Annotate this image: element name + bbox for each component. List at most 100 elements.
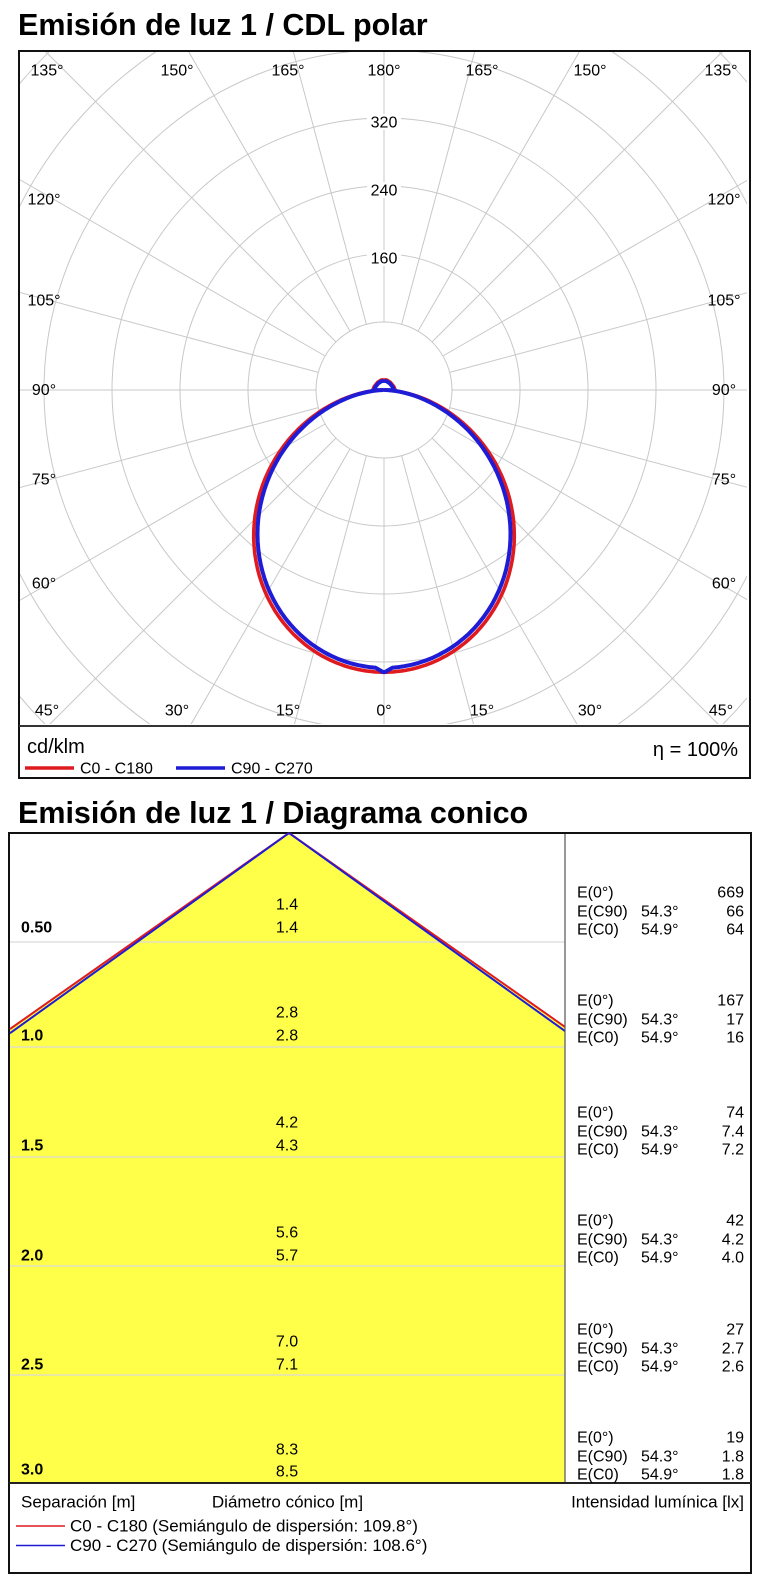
svg-text:η = 100%: η = 100%	[653, 739, 738, 761]
svg-text:E(0°): E(0°)	[577, 1105, 614, 1122]
svg-text:C90 - C270: C90 - C270	[231, 761, 313, 778]
svg-text:E(C90): E(C90)	[577, 1449, 628, 1466]
svg-text:54.3°: 54.3°	[641, 1012, 679, 1029]
svg-text:66: 66	[726, 904, 744, 921]
svg-text:60°: 60°	[712, 576, 736, 593]
svg-text:E(C90): E(C90)	[577, 1124, 628, 1141]
svg-text:C0 - C180: C0 - C180	[80, 761, 153, 778]
svg-text:669: 669	[717, 885, 744, 902]
svg-text:1.5: 1.5	[21, 1138, 43, 1155]
svg-text:16: 16	[726, 1030, 744, 1047]
svg-text:30°: 30°	[165, 703, 189, 720]
svg-text:E(C0): E(C0)	[577, 1467, 619, 1484]
svg-text:7.0: 7.0	[276, 1334, 298, 1351]
svg-text:E(C0): E(C0)	[577, 1030, 619, 1047]
svg-text:1.4: 1.4	[276, 897, 298, 914]
svg-text:45°: 45°	[709, 703, 733, 720]
svg-text:19: 19	[726, 1430, 744, 1447]
svg-text:Intensidad lumínica [lx]: Intensidad lumínica [lx]	[571, 1493, 744, 1512]
svg-text:54.9°: 54.9°	[641, 1030, 679, 1047]
svg-text:C0 - C180 (Semiángulo de dispe: C0 - C180 (Semiángulo de dispersión: 109…	[70, 1517, 418, 1536]
svg-text:54.3°: 54.3°	[641, 1124, 679, 1141]
svg-text:5.6: 5.6	[276, 1225, 298, 1242]
svg-text:120°: 120°	[27, 192, 60, 209]
svg-text:30°: 30°	[578, 703, 602, 720]
svg-text:E(C0): E(C0)	[577, 1250, 619, 1267]
svg-text:2.0: 2.0	[21, 1248, 43, 1265]
svg-text:E(0°): E(0°)	[577, 1430, 614, 1447]
svg-text:105°: 105°	[707, 293, 740, 310]
svg-text:64: 64	[726, 922, 744, 939]
svg-text:E(0°): E(0°)	[577, 1322, 614, 1339]
svg-text:45°: 45°	[35, 703, 59, 720]
svg-text:2.5: 2.5	[21, 1357, 43, 1374]
svg-text:C90 - C270 (Semiángulo de disp: C90 - C270 (Semiángulo de dispersión: 10…	[70, 1536, 427, 1555]
svg-text:54.3°: 54.3°	[641, 1449, 679, 1466]
svg-text:54.9°: 54.9°	[641, 1467, 679, 1484]
svg-text:54.3°: 54.3°	[641, 1341, 679, 1358]
svg-text:8.5: 8.5	[276, 1464, 298, 1481]
svg-text:E(C90): E(C90)	[577, 1341, 628, 1358]
svg-text:4.3: 4.3	[276, 1138, 298, 1155]
svg-text:180°: 180°	[367, 63, 400, 80]
svg-text:7.4: 7.4	[722, 1124, 744, 1141]
svg-text:Separación [m]: Separación [m]	[21, 1493, 135, 1512]
svg-text:165°: 165°	[271, 63, 304, 80]
svg-text:320: 320	[371, 115, 398, 132]
svg-text:E(0°): E(0°)	[577, 885, 614, 902]
svg-text:E(C0): E(C0)	[577, 1142, 619, 1159]
svg-text:cd/klm: cd/klm	[27, 736, 85, 758]
svg-text:1.8: 1.8	[722, 1467, 744, 1484]
svg-text:2.6: 2.6	[722, 1359, 744, 1376]
svg-text:7.2: 7.2	[722, 1142, 744, 1159]
svg-text:4.2: 4.2	[276, 1115, 298, 1132]
svg-text:27: 27	[726, 1322, 744, 1339]
svg-text:150°: 150°	[573, 63, 606, 80]
svg-text:135°: 135°	[30, 63, 63, 80]
svg-text:105°: 105°	[27, 293, 60, 310]
svg-text:0°: 0°	[376, 703, 391, 720]
svg-text:7.1: 7.1	[276, 1357, 298, 1374]
svg-text:15°: 15°	[276, 703, 300, 720]
svg-text:Diámetro cónico [m]: Diámetro cónico [m]	[212, 1493, 363, 1512]
svg-text:54.3°: 54.3°	[641, 1232, 679, 1249]
svg-text:42: 42	[726, 1213, 744, 1230]
svg-text:1.0: 1.0	[21, 1028, 43, 1045]
svg-text:0.50: 0.50	[21, 920, 52, 937]
svg-text:240: 240	[371, 183, 398, 200]
svg-text:54.9°: 54.9°	[641, 1250, 679, 1267]
svg-text:4.0: 4.0	[722, 1250, 744, 1267]
svg-text:E(C90): E(C90)	[577, 904, 628, 921]
svg-text:167: 167	[717, 993, 744, 1010]
svg-text:160: 160	[371, 251, 398, 268]
svg-text:2.8: 2.8	[276, 1028, 298, 1045]
svg-text:74: 74	[726, 1105, 744, 1122]
svg-text:17: 17	[726, 1012, 744, 1029]
svg-text:60°: 60°	[32, 576, 56, 593]
svg-text:54.9°: 54.9°	[641, 1359, 679, 1376]
svg-text:90°: 90°	[32, 382, 56, 399]
svg-text:4.2: 4.2	[722, 1232, 744, 1249]
svg-text:135°: 135°	[704, 63, 737, 80]
svg-text:54.9°: 54.9°	[641, 1142, 679, 1159]
svg-text:1.4: 1.4	[276, 920, 298, 937]
svg-text:75°: 75°	[712, 472, 736, 489]
svg-text:E(C0): E(C0)	[577, 1359, 619, 1376]
svg-text:E(C0): E(C0)	[577, 922, 619, 939]
svg-text:15°: 15°	[470, 703, 494, 720]
svg-text:54.9°: 54.9°	[641, 922, 679, 939]
svg-text:5.7: 5.7	[276, 1248, 298, 1265]
svg-text:8.3: 8.3	[276, 1442, 298, 1459]
svg-text:150°: 150°	[160, 63, 193, 80]
svg-text:1.8: 1.8	[722, 1449, 744, 1466]
svg-text:3.0: 3.0	[21, 1462, 43, 1479]
svg-text:90°: 90°	[712, 382, 736, 399]
svg-text:E(C90): E(C90)	[577, 1012, 628, 1029]
svg-text:120°: 120°	[707, 192, 740, 209]
svg-text:165°: 165°	[465, 63, 498, 80]
svg-text:54.3°: 54.3°	[641, 904, 679, 921]
svg-text:E(0°): E(0°)	[577, 993, 614, 1010]
svg-text:2.7: 2.7	[722, 1341, 744, 1358]
svg-text:E(C90): E(C90)	[577, 1232, 628, 1249]
svg-text:2.8: 2.8	[276, 1005, 298, 1022]
